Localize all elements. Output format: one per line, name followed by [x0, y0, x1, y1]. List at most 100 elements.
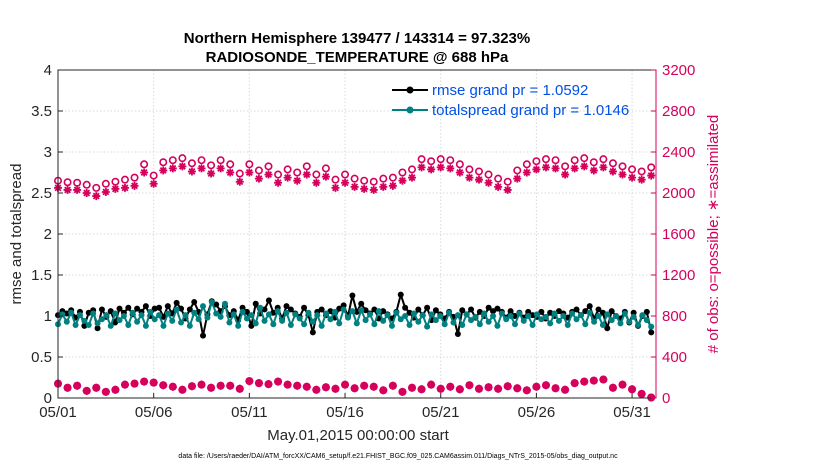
obs-lowcount-possible-marker: [541, 381, 550, 390]
totalspread-marker: [98, 316, 105, 323]
obs-lowcount-possible-marker: [580, 377, 589, 386]
totalspread-marker: [529, 322, 536, 329]
obs-lowcount-marker: [207, 383, 216, 392]
obs-lowcount-possible-marker: [140, 377, 149, 386]
totalspread-marker: [204, 314, 211, 321]
rmse-marker: [643, 308, 650, 315]
obs-lowcount-marker: [293, 381, 302, 390]
rmse-marker: [156, 304, 163, 311]
obs-lowcount-possible-marker: [465, 381, 474, 390]
obs-possible-marker: [618, 162, 627, 171]
totalspread-marker: [134, 318, 141, 325]
totalspread-marker: [178, 319, 185, 326]
obs-lowcount-marker: [570, 379, 579, 388]
obs-lowcount-marker: [398, 387, 407, 396]
obs-lowcount-marker: [321, 383, 330, 392]
obs-lowcount-marker: [436, 384, 445, 393]
obs-lowcount-possible-marker: [302, 382, 311, 391]
obs-assimilated-marker: [92, 192, 101, 201]
rmse-marker: [362, 307, 369, 314]
totalspread-marker: [525, 313, 532, 319]
rmse-marker: [604, 325, 611, 332]
totalspread-marker: [305, 309, 312, 316]
totalspread-marker: [248, 312, 255, 319]
obs-assimilated-marker: [216, 164, 225, 173]
totalspread-marker: [397, 316, 404, 323]
obs-possible-marker: [408, 165, 417, 174]
obs-lowcount-possible-marker: [522, 386, 531, 395]
obs-lowcount-possible-marker: [417, 385, 426, 394]
totalspread-marker: [349, 308, 356, 315]
rmse-marker: [595, 306, 602, 313]
obs-lowcount-possible-marker: [159, 381, 168, 390]
rmse-marker: [586, 303, 593, 310]
rmse-marker: [186, 306, 193, 313]
totalspread-marker: [314, 312, 321, 319]
totalspread-marker: [221, 300, 228, 307]
obs-assimilated-marker: [580, 162, 589, 171]
totalspread-marker: [287, 322, 294, 329]
rmse-marker: [402, 304, 409, 311]
totalspread-marker: [446, 309, 453, 316]
obs-assimilated-marker: [187, 167, 196, 176]
rmse-marker: [94, 325, 101, 332]
totalspread-marker: [432, 317, 439, 324]
obs-lowcount-marker: [427, 380, 436, 389]
totalspread-marker: [208, 299, 215, 306]
totalspread-marker: [129, 309, 136, 316]
totalspread-marker: [327, 316, 334, 323]
obs-lowcount-marker: [331, 384, 340, 393]
obs-assimilated-marker: [360, 184, 369, 193]
obs-lowcount-possible-marker: [178, 385, 187, 394]
rmse-marker: [164, 303, 171, 310]
obs-assimilated-marker: [101, 187, 110, 196]
obs-lowcount-possible-marker: [63, 383, 72, 392]
obs-assimilated-marker: [82, 189, 91, 197]
obs-possible-marker: [580, 154, 589, 163]
rmse-marker: [358, 300, 365, 307]
obs-assimilated-marker: [541, 163, 550, 172]
obs-assimilated-marker: [321, 172, 330, 181]
totalspread-marker: [191, 309, 198, 316]
obs-lowcount-marker: [120, 380, 129, 389]
totalspread-marker: [560, 313, 567, 319]
obs-lowcount-possible-marker: [82, 386, 91, 395]
y-axis-label-right: # of obs: o=possible; ∗=assimilated: [705, 115, 722, 354]
right-tick-label: 400: [662, 349, 687, 366]
obs-possible-marker: [254, 166, 263, 175]
obs-possible-marker: [398, 168, 407, 177]
left-tick-label: 3.5: [31, 103, 52, 120]
right-tick-label: 0: [662, 390, 670, 407]
obs-lowcount-possible-marker: [474, 384, 483, 393]
totalspread-marker: [274, 308, 281, 315]
obs-possible-marker: [120, 175, 129, 184]
totalspread-marker: [569, 310, 576, 317]
totalspread-marker: [415, 318, 422, 325]
totalspread-marker: [591, 318, 598, 325]
obs-assimilated-marker: [264, 170, 273, 179]
obs-lowcount-possible-marker: [293, 381, 302, 390]
totalspread-marker: [125, 322, 132, 329]
obs-possible-marker: [264, 162, 273, 171]
totalspread-marker: [542, 313, 549, 320]
obs-assimilated-marker: [226, 168, 235, 177]
obs-assimilated-marker: [608, 167, 617, 176]
rmse-marker: [173, 299, 180, 306]
totalspread-marker: [384, 312, 391, 319]
obs-possible-marker: [63, 178, 72, 187]
obs-lowcount-marker: [618, 380, 627, 389]
obs-lowcount-marker: [216, 381, 225, 390]
totalspread-marker: [76, 312, 83, 319]
obs-lowcount-marker: [484, 383, 493, 392]
totalspread-marker: [279, 317, 286, 324]
totalspread-marker: [419, 312, 426, 319]
totalspread-marker: [340, 306, 347, 313]
obs-lowcount-possible-marker: [398, 387, 407, 396]
obs-possible-marker: [207, 161, 216, 170]
obs-possible-marker: [197, 156, 206, 165]
obs-assimilated-marker: [350, 182, 359, 191]
totalspread-marker: [358, 307, 365, 314]
obs-lowcount-possible-marker: [168, 382, 177, 391]
obs-lowcount-possible-marker: [647, 393, 656, 402]
